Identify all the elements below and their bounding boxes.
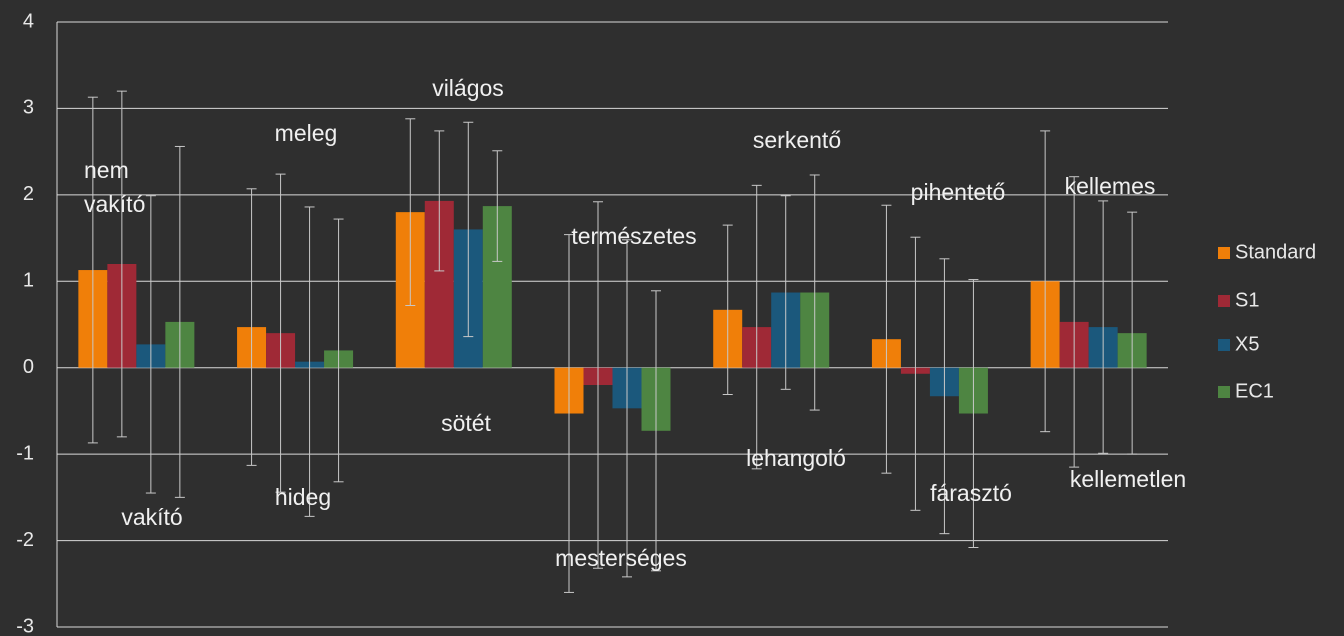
error-bar bbox=[780, 195, 791, 390]
annotation: kellemetlen bbox=[1069, 466, 1187, 492]
error-bar bbox=[593, 201, 603, 569]
annotation: hideg bbox=[274, 484, 332, 510]
annotation: pihentető bbox=[910, 179, 1006, 205]
error-bar bbox=[304, 206, 315, 517]
error-bar bbox=[881, 204, 892, 474]
error-bar bbox=[246, 188, 257, 466]
annotation: meleg bbox=[274, 120, 338, 146]
annotation: kellemes bbox=[1064, 173, 1156, 199]
legend-swatch bbox=[1218, 295, 1230, 307]
error-bar bbox=[87, 96, 98, 444]
y-tick-label: -2 bbox=[16, 529, 34, 551]
error-bar bbox=[751, 184, 762, 470]
error-bar bbox=[622, 239, 632, 578]
legend-label: S1 bbox=[1235, 289, 1259, 311]
error-bar bbox=[722, 224, 733, 396]
annotation: világos bbox=[432, 75, 504, 101]
annotation: természetes bbox=[571, 223, 697, 249]
error-bar bbox=[174, 145, 185, 498]
annotation: serkentő bbox=[752, 127, 842, 153]
error-bar bbox=[434, 130, 445, 272]
error-bar bbox=[1098, 200, 1109, 454]
error-bar bbox=[968, 279, 979, 548]
y-tick-label: 3 bbox=[23, 97, 34, 119]
annotation: nem vakító bbox=[84, 157, 146, 217]
legend-swatch bbox=[1218, 386, 1230, 398]
error-bar bbox=[939, 258, 950, 535]
error-bar bbox=[492, 150, 503, 262]
error-bar bbox=[463, 121, 474, 338]
legend-swatch bbox=[1218, 247, 1230, 259]
error-bar bbox=[405, 118, 416, 306]
error-bar bbox=[116, 90, 127, 438]
error-bar bbox=[651, 290, 661, 572]
error-bar bbox=[1069, 176, 1080, 468]
annotation: mesterséges bbox=[555, 545, 687, 571]
error-bar bbox=[275, 173, 286, 493]
legend-label: X5 bbox=[1235, 333, 1259, 355]
annotation: sötét bbox=[441, 410, 491, 436]
error-bar bbox=[809, 174, 820, 411]
error-bar bbox=[333, 218, 344, 483]
legend-label: Standard bbox=[1235, 241, 1316, 263]
error-bar bbox=[1040, 130, 1051, 433]
y-tick-label: 1 bbox=[23, 270, 34, 292]
y-tick-label: 0 bbox=[23, 356, 34, 378]
y-tick-label: -1 bbox=[16, 442, 34, 464]
error-bar bbox=[910, 236, 921, 511]
error-bar bbox=[1127, 211, 1138, 455]
error-bar bbox=[564, 234, 574, 593]
annotation: fárasztó bbox=[930, 480, 1012, 506]
legend-label: EC1 bbox=[1235, 380, 1274, 402]
error-bar bbox=[145, 195, 156, 494]
legend-swatch bbox=[1218, 339, 1230, 351]
y-tick-label: 2 bbox=[23, 183, 34, 205]
annotation: vakító bbox=[121, 504, 183, 530]
y-tick-label: 4 bbox=[23, 10, 34, 32]
annotation: lehangoló bbox=[746, 445, 846, 471]
y-tick-label: -3 bbox=[16, 615, 34, 636]
